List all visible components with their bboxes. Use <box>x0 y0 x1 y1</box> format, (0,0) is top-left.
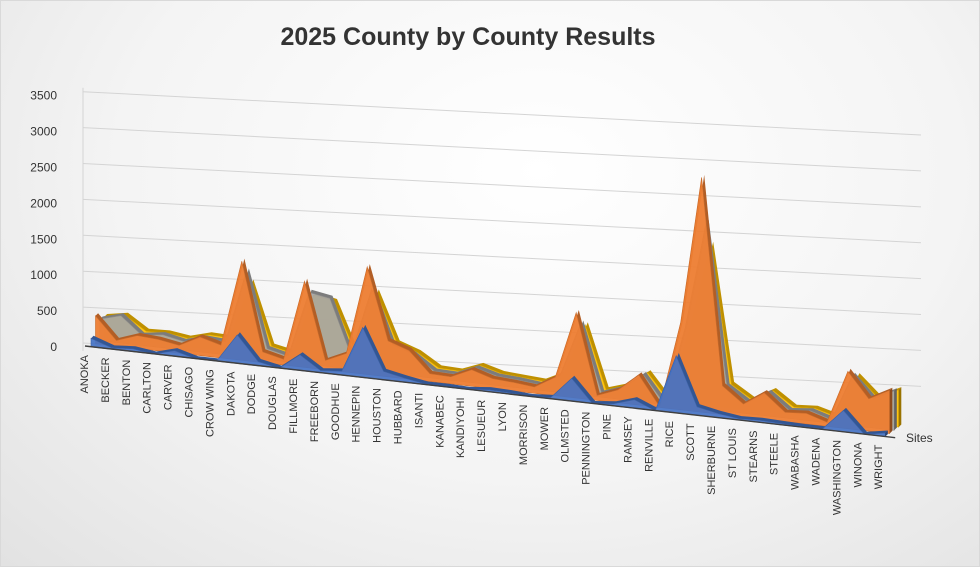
series-4-end-cap <box>898 387 902 428</box>
x-tick-label: HOUSTON <box>372 388 384 443</box>
gridline <box>82 198 922 244</box>
x-tick-label: RAMSEY <box>622 416 634 463</box>
x-tick-label: CARLTON <box>142 362 154 414</box>
x-tick-label: PINE <box>602 414 614 440</box>
gridline <box>82 163 922 208</box>
x-tick-label: STEELE <box>769 433 781 475</box>
x-tick-label: DODGE <box>246 374 258 414</box>
x-tick-label: KANDIYOHI <box>455 397 467 458</box>
gridline <box>82 91 922 136</box>
x-tick-label: ST LOUIS <box>727 428 739 478</box>
x-tick-label: STEARNS <box>748 431 760 483</box>
y-tick-label: 1000 <box>30 268 57 282</box>
gridlines <box>82 87 922 387</box>
x-tick-label: OLMSTED <box>560 409 572 462</box>
label-layer: 0 500 1000 1500 2000 2500 3000 3500 ANOKA BECKER B… <box>30 89 932 515</box>
series-2-end-cap <box>889 387 893 434</box>
y-tick-label: 3000 <box>30 125 57 139</box>
x-tick-label: RICE <box>664 421 676 447</box>
series-1-end-cap <box>885 430 888 437</box>
y-tick-label: 2000 <box>30 196 57 210</box>
x-tick-label: CROW WING <box>204 369 216 437</box>
x-tick-label: SHERBURNE <box>706 426 718 495</box>
x-tick-label: RENVILLE <box>643 419 655 472</box>
y-tick-label: 3500 <box>30 89 57 103</box>
axis-layer <box>84 345 896 439</box>
x-tick-label: ANOKA <box>79 354 91 393</box>
series-3-end-cap <box>894 388 897 431</box>
x-tick-label: LYON <box>497 402 509 431</box>
series-2-area <box>95 177 891 434</box>
x-tick-label: PENNINGTON <box>581 412 593 485</box>
chart-title: 2025 County by County Results <box>280 23 656 51</box>
x-tick-label: DAKOTA <box>225 371 237 416</box>
y-tick-label: 500 <box>37 304 57 318</box>
gridline <box>82 270 922 316</box>
x-tick-label: FILLMORE <box>288 379 300 434</box>
x-tick-label: ISANTI <box>413 393 425 428</box>
x-tick-label: WADENA <box>811 437 823 486</box>
gridline <box>82 127 922 172</box>
x-tick-label: WINONA <box>852 442 864 488</box>
depth-axis-label: Sites <box>906 431 933 445</box>
x-tick-label: KANABEC <box>434 395 446 448</box>
x-tick-label: CARVER <box>163 364 175 410</box>
x-tick-label: GOODHUE <box>330 383 342 440</box>
x-tick-label: WABASHA <box>790 435 802 490</box>
x-axis-line <box>84 345 896 439</box>
x-tick-label: WRIGHT <box>873 444 885 489</box>
x-tick-label: LESUEUR <box>476 400 488 452</box>
x-tick-label: BECKER <box>100 357 112 402</box>
y-tick-label: 2500 <box>30 161 57 175</box>
x-tick-label: CHISAGO <box>184 366 196 417</box>
series-layer <box>90 174 902 438</box>
x-tick-label: DOUGLAS <box>267 376 279 430</box>
gridline <box>82 306 922 351</box>
x-tick-label: WASHINGTON <box>831 440 843 515</box>
x-tick-label: HUBBARD <box>393 390 405 444</box>
y-tick-label: 0 <box>50 340 57 354</box>
gridline <box>82 234 922 280</box>
x-tick-label: HENNEPIN <box>351 386 363 443</box>
y-tick-label: 1500 <box>30 232 57 246</box>
x-tick-label: MOWER <box>539 407 551 450</box>
x-tick-label: MORRISON <box>518 405 530 466</box>
x-tick-label: SCOTT <box>685 423 697 461</box>
x-tick-label: FREEBORN <box>309 381 321 442</box>
x-tick-label: BENTON <box>121 360 133 406</box>
